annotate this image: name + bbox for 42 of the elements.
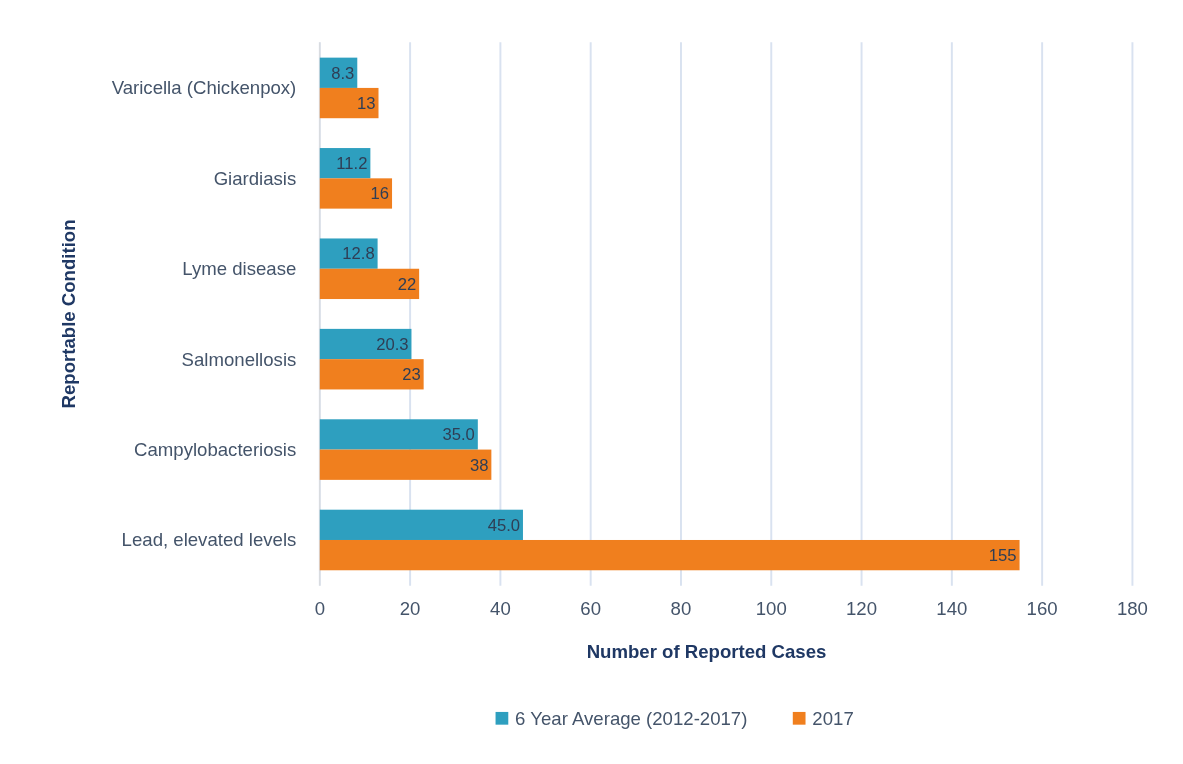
bar (319, 509, 523, 540)
data-label: 8.3 (331, 63, 355, 83)
x-tick-label: 160 (1026, 598, 1058, 620)
data-label: 155 (988, 545, 1017, 565)
x-tick-label: 180 (1116, 598, 1148, 620)
bar (319, 449, 492, 480)
data-label: 20.3 (376, 334, 409, 354)
x-tick-label: 140 (936, 598, 968, 620)
data-label: 35.0 (442, 425, 475, 445)
x-tick-label: 60 (580, 598, 602, 620)
bar (319, 539, 1020, 571)
x-tick-label: 80 (670, 598, 692, 620)
data-label: 11.2 (336, 154, 368, 174)
y-axis-title: Reportable Condition (58, 219, 80, 409)
bar (319, 178, 393, 209)
y-tick-label: Campylobacteriosis (134, 439, 297, 461)
data-label: 13 (357, 93, 376, 113)
x-tick-label: 20 (399, 598, 421, 620)
y-tick-label: Giardiasis (213, 167, 297, 189)
data-label: 22 (397, 274, 417, 294)
legend-label: 2017 (812, 708, 854, 730)
bar (319, 238, 378, 269)
bar (319, 359, 424, 390)
y-tick-label: Varicella (Chickenpox) (111, 77, 297, 99)
data-label: 23 (402, 365, 421, 385)
x-tick-label: 40 (490, 598, 511, 620)
x-tick-label: 100 (755, 598, 787, 620)
data-label: 45.0 (487, 515, 521, 535)
y-tick-label: Salmonellosis (181, 348, 297, 370)
bar (319, 268, 420, 300)
y-tick-label: Lead, elevated levels (121, 529, 297, 551)
bar (319, 328, 412, 360)
x-tick-label: 0 (314, 598, 325, 620)
legend-label: 6 Year Average (2012-2017) (515, 708, 748, 730)
data-label: 38 (469, 455, 489, 475)
y-tick-label: Lyme disease (182, 258, 297, 280)
data-label: 12.8 (342, 244, 375, 264)
bar (319, 87, 379, 119)
bar (319, 419, 478, 450)
data-label: 16 (370, 184, 390, 204)
x-axis-title: Number of Reported Cases (586, 641, 827, 663)
x-tick-label: 120 (846, 598, 878, 620)
